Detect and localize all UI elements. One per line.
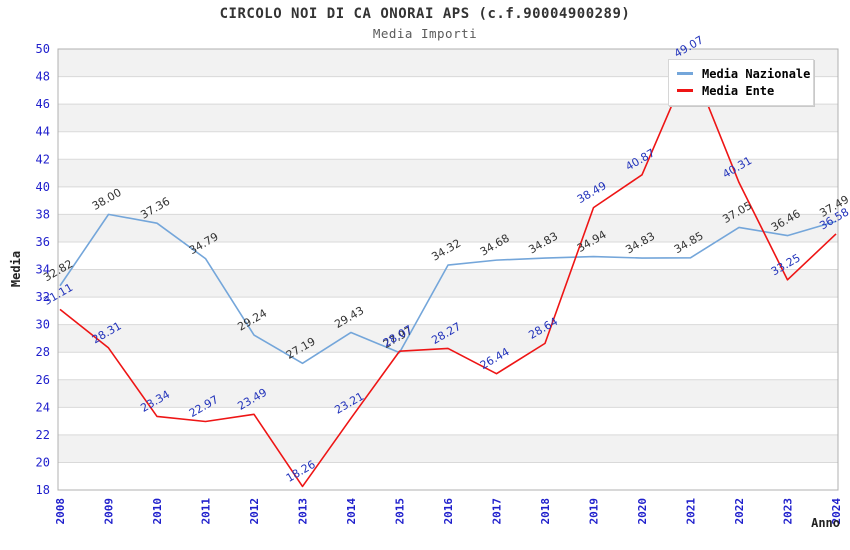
y-tick-label: 18	[36, 483, 50, 497]
x-tick-label: 2010	[151, 498, 164, 525]
chart-subtitle: Media Importi	[372, 26, 478, 41]
y-tick-label: 46	[36, 97, 50, 111]
grid-band	[58, 186, 838, 215]
legend-label-media-ente: Media Ente	[702, 83, 775, 98]
y-tick-label: 50	[36, 42, 50, 56]
legend: Media Nazionale Media Ente	[668, 59, 814, 106]
plot-border	[57, 48, 839, 491]
grid-band	[58, 297, 838, 325]
grid-band	[58, 352, 838, 380]
legend-item-media-nazionale: Media Nazionale	[677, 65, 810, 82]
x-tick-label: 2024	[830, 498, 843, 525]
y-tick-label: 20	[36, 455, 50, 469]
x-tick-label: 2016	[442, 498, 455, 525]
x-tick-label: 2013	[297, 498, 310, 525]
grid-band	[58, 324, 838, 353]
grid-band	[58, 269, 838, 298]
y-tick-label: 22	[36, 428, 50, 442]
x-tick-label: 2023	[782, 498, 795, 525]
series-line-media-nazionale	[59, 213, 837, 365]
legend-item-media-ente: Media Ente	[677, 82, 805, 99]
grid-band	[58, 379, 838, 408]
grid-band	[58, 159, 838, 187]
x-tick-label: 2014	[345, 498, 358, 525]
x-axis-title: Anno	[811, 516, 840, 530]
grid-band	[58, 131, 838, 160]
x-tick-label: 2012	[248, 498, 261, 525]
x-tick-label: 2018	[539, 498, 552, 525]
legend-swatch-media-ente	[677, 89, 693, 92]
x-tick-label: 2008	[54, 498, 67, 525]
grid-band	[58, 214, 838, 242]
y-tick-label: 28	[36, 345, 50, 359]
y-tick-label: 26	[36, 373, 50, 387]
y-tick-label: 48	[36, 70, 50, 84]
y-tick-label: 44	[36, 125, 50, 139]
legend-label-media-nazionale: Media Nazionale	[702, 66, 811, 81]
x-tick-label: 2020	[636, 498, 649, 525]
x-tick-label: 2015	[394, 498, 407, 525]
y-tick-label: 36	[36, 235, 50, 249]
legend-swatch-media-nazionale	[677, 72, 693, 75]
grid-band	[58, 434, 838, 463]
y-tick-label: 40	[36, 180, 50, 194]
x-tick-label: 2019	[588, 498, 601, 525]
y-tick-label: 34	[36, 263, 50, 277]
y-axis-title: Media	[9, 250, 23, 288]
grid-band	[58, 104, 838, 132]
x-tick-label: 2021	[685, 498, 698, 525]
grid-band	[58, 462, 838, 490]
x-tick-label: 2022	[733, 498, 746, 525]
y-tick-label: 24	[36, 400, 50, 414]
y-tick-label: 32	[36, 290, 50, 304]
chart-title: CIRCOLO NOI DI CA ONORAI APS (c.f.900049…	[219, 6, 631, 22]
y-tick-label: 30	[36, 318, 50, 332]
grid-band	[58, 407, 838, 435]
x-tick-label: 2017	[491, 498, 504, 525]
y-tick-label: 42	[36, 152, 50, 166]
y-tick-label: 38	[36, 207, 50, 221]
x-tick-label: 2009	[103, 498, 116, 525]
x-tick-label: 2011	[200, 498, 213, 525]
